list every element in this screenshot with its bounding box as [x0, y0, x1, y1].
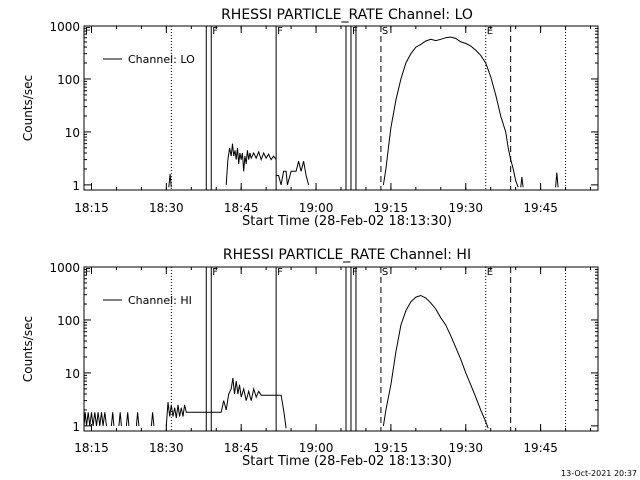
- y-tick-label: 1: [72, 179, 80, 193]
- y-axis-label: Counts/sec: [21, 75, 35, 141]
- x-tick-label: 19:00: [299, 201, 334, 215]
- y-tick-label: 100: [57, 73, 80, 87]
- time-marker-label: F: [277, 26, 283, 37]
- series-line-segment: [225, 143, 277, 185]
- x-tick-label: 19:45: [523, 441, 558, 455]
- x-tick-label: 19:00: [299, 441, 334, 455]
- series-line-segment: [125, 412, 130, 426]
- time-marker-label: E: [487, 267, 493, 278]
- x-tick-label: 18:15: [74, 441, 109, 455]
- series-line-segment: [150, 412, 155, 426]
- time-marker-label: F: [212, 267, 218, 278]
- x-axis-label: Start Time (28-Feb-02 18:13:30): [242, 214, 452, 229]
- x-tick-label: 19:15: [374, 441, 409, 455]
- plot-frame: [83, 266, 599, 432]
- series-line-segment: [520, 177, 524, 188]
- footer-timestamp: 13-Oct-2021 20:37: [561, 469, 637, 478]
- y-tick-label: 1: [72, 420, 80, 434]
- series-line-segment: [382, 294, 489, 429]
- y-tick-label: 1000: [49, 261, 80, 275]
- x-tick-label: 18:15: [74, 201, 109, 215]
- time-marker-label: F: [352, 26, 358, 37]
- series-line-segment: [276, 161, 310, 186]
- series-line-segment: [118, 412, 122, 426]
- series-line-segment: [382, 36, 519, 188]
- chart-panel-hi: RHESSI PARTICLE_RATE Channel: HI F F F F S E 18…: [21, 247, 599, 469]
- series-line-segment: [83, 412, 107, 426]
- y-tick-label: 10: [65, 126, 80, 140]
- time-marker-label: F: [212, 26, 218, 37]
- series-line-segment: [555, 172, 559, 188]
- x-tick-label: 19:15: [374, 201, 409, 215]
- x-tick-label: 18:30: [149, 441, 184, 455]
- series-line-segment: [135, 412, 140, 426]
- legend-entry: Channel: HI: [128, 294, 192, 307]
- time-marker-label: S: [382, 26, 388, 37]
- series-line-segment: [165, 377, 287, 429]
- y-tick-label: 1000: [49, 20, 80, 34]
- y-tick-label: 10: [65, 367, 80, 381]
- x-tick-label: 18:45: [224, 201, 259, 215]
- x-tick-label: 18:30: [149, 201, 184, 215]
- plot-frame: [83, 25, 599, 191]
- y-axis-label: Counts/sec: [21, 316, 35, 382]
- time-marker-label: F: [85, 267, 91, 278]
- chart-title: RHESSI PARTICLE_RATE Channel: HI: [223, 247, 471, 263]
- y-tick-label: 100: [57, 314, 80, 328]
- x-tick-label: 19:30: [448, 441, 483, 455]
- series-line-segment: [110, 412, 115, 426]
- series-line-segment: [168, 174, 172, 188]
- chart-panel-lo: RHESSI PARTICLE_RATE Channel: LOF F F F S E18…: [21, 7, 599, 229]
- x-tick-label: 19:45: [523, 201, 558, 215]
- time-marker-label: F: [85, 26, 91, 37]
- time-marker-label: S: [382, 267, 388, 278]
- x-tick-label: 19:30: [448, 201, 483, 215]
- legend-entry: Channel: LO: [128, 53, 195, 66]
- time-marker-label: F: [277, 267, 283, 278]
- time-marker-label: F: [352, 267, 358, 278]
- x-axis-label: Start Time (28-Feb-02 18:13:30): [242, 454, 452, 469]
- x-tick-label: 18:45: [224, 441, 259, 455]
- time-marker-label: E: [487, 26, 493, 37]
- chart-title: RHESSI PARTICLE_RATE Channel: LO: [221, 7, 473, 23]
